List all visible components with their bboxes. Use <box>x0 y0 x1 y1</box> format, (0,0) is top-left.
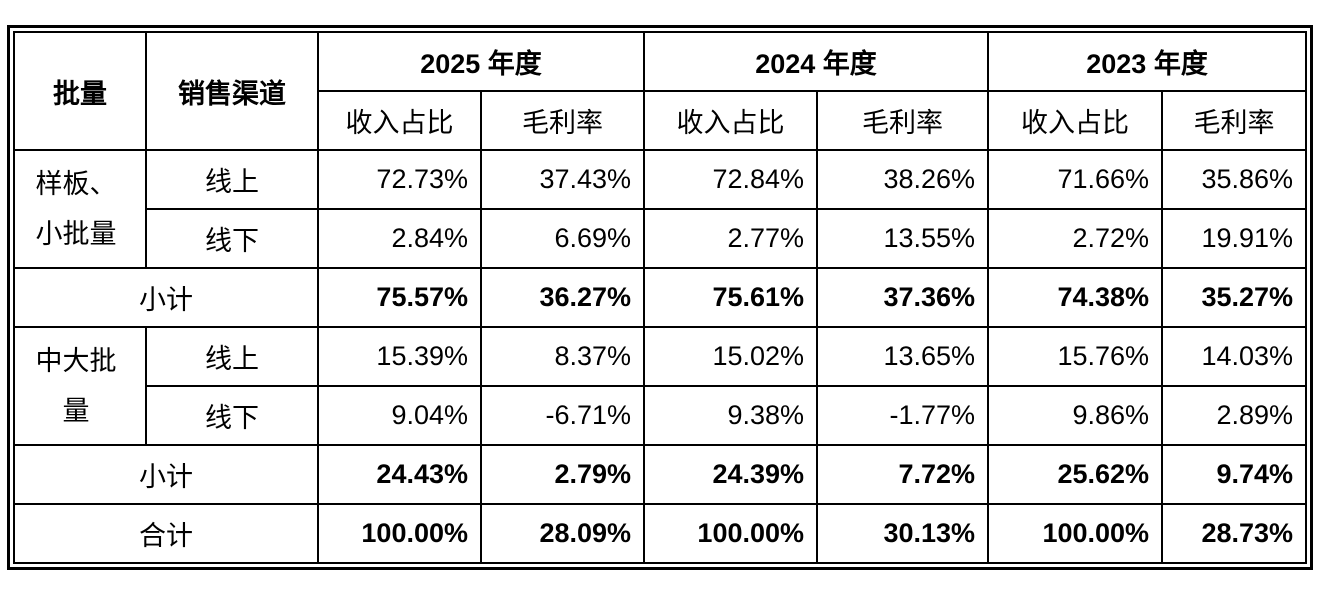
header-metric: 收入占比 <box>987 90 1164 151</box>
total-value: 28.73% <box>1161 503 1308 564</box>
value: 9.38% <box>643 385 819 446</box>
value: -1.77% <box>816 385 990 446</box>
table-row: 合计 100.00% 28.09% 100.00% 30.13% 100.00% 28.73… <box>13 503 1308 564</box>
value: 9.04% <box>317 385 482 446</box>
header-year: 2024 年度 <box>643 31 990 92</box>
subtotal-value: 35.27% <box>1161 267 1308 328</box>
subtotal-value: 24.43% <box>317 444 482 505</box>
table-row: 线下 2.84% 6.69% 2.77% 13.55% 2.72% 19.91% <box>14 208 1308 269</box>
header-year: 2023 年度 <box>987 31 1308 92</box>
subtotal-value: 7.72% <box>816 444 990 505</box>
table-frame: 批量 销售渠道 2025 年度 2024 年度 2023 年度 收入占比 毛利率 收入占比 毛利… <box>7 25 1314 570</box>
total-value: 100.00% <box>987 503 1164 564</box>
table-row: 样板、小批量 线上 72.73% 37.43% 72.84% 38.26% 71.66% 35… <box>13 149 1308 269</box>
value: 13.65% <box>816 326 990 387</box>
value: 9.86% <box>987 385 1164 446</box>
header-metric: 收入占比 <box>643 90 819 151</box>
group-label: 样板、 小批量 <box>13 149 147 269</box>
value: 72.84% <box>643 149 819 210</box>
value: 72.73% <box>317 149 482 210</box>
value: 19.91% <box>1161 208 1308 269</box>
value: 15.02% <box>643 326 819 387</box>
table-row: 中大批量线上 15.39% 8.37% 15.02% 13.65% 15.76% 14.03… <box>13 326 1308 446</box>
header-metric: 毛利率 <box>1161 90 1308 151</box>
header-metric: 毛利率 <box>816 90 990 151</box>
channel: 线下 <box>145 385 319 446</box>
value: 35.86% <box>1161 149 1308 210</box>
value: 2.89% <box>1161 385 1308 446</box>
value: -6.71% <box>479 385 646 446</box>
total-label: 合计 <box>13 503 319 564</box>
group-label: 中大批量 <box>13 326 147 446</box>
header-batch: 批量 <box>13 31 147 151</box>
table-row: 小计 75.57% 36.27% 75.61% 37.36% 74.38% 35.27% <box>13 267 1308 328</box>
table-row: 收入占比 毛利率 收入占比 毛利率 收入占比 毛利率 <box>14 90 1308 151</box>
value: 2.77% <box>643 208 819 269</box>
subtotal-value: 37.36% <box>816 267 990 328</box>
value: 13.55% <box>816 208 990 269</box>
group-label-line: 小批量 <box>35 219 117 249</box>
header-metric: 收入占比 <box>317 90 482 151</box>
group-label-line: 样板、 <box>35 169 117 199</box>
header-year: 2025 年度 <box>316 31 646 92</box>
table: 批量 销售渠道 2025 年度 2024 年度 2023 年度 收入占比 毛利率 收入占比 毛利… <box>13 31 1308 564</box>
subtotal-value: 9.74% <box>1161 444 1308 505</box>
value: 2.84% <box>317 208 482 269</box>
total-value: 100.00% <box>317 503 482 564</box>
channel: 线下 <box>145 208 319 269</box>
subtotal-label: 小计 <box>13 267 319 328</box>
value: 2.72% <box>987 208 1164 269</box>
group-label-line: 中大批 <box>35 346 117 376</box>
total-value: 100.00% <box>643 503 819 564</box>
group-label-line: 量 <box>62 396 90 426</box>
value: 14.03% <box>1161 326 1308 387</box>
subtotal-value: 74.38% <box>987 267 1164 328</box>
subtotal-value: 36.27% <box>479 267 646 328</box>
value: 15.39% <box>317 326 482 387</box>
table-row: 批量 销售渠道 2025 年度 2024 年度 2023 年度 <box>13 31 1308 151</box>
value: 6.69% <box>479 208 646 269</box>
total-value: 30.13% <box>816 503 990 564</box>
subtotal-value: 75.57% <box>317 267 482 328</box>
header-channel: 销售渠道 <box>145 31 319 151</box>
header-metric: 毛利率 <box>479 90 646 151</box>
value: 71.66% <box>987 149 1164 210</box>
value: 15.76% <box>987 326 1164 387</box>
table-row: 小计 24.43% 2.79% 24.39% 7.72% 25.62% 9.74% <box>13 444 1308 505</box>
table-row: 线下 9.04% -6.71% 9.38% -1.77% 9.86% 2.89% <box>14 385 1308 446</box>
subtotal-value: 24.39% <box>643 444 819 505</box>
value: 38.26% <box>816 149 990 210</box>
subtotal-value: 25.62% <box>987 444 1164 505</box>
total-value: 28.09% <box>479 503 646 564</box>
subtotal-value: 75.61% <box>643 267 819 328</box>
subtotal-label: 小计 <box>13 444 319 505</box>
value: 37.43% <box>479 149 646 210</box>
channel: 线上 <box>145 149 319 210</box>
value: 8.37% <box>479 326 646 387</box>
subtotal-value: 2.79% <box>479 444 646 505</box>
channel: 线上 <box>145 326 319 387</box>
